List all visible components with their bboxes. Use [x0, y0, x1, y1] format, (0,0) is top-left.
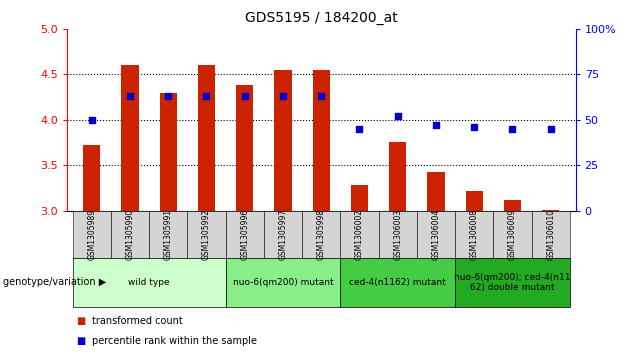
Text: nuo-6(qm200) mutant: nuo-6(qm200) mutant: [233, 278, 333, 287]
Text: GSM1305992: GSM1305992: [202, 209, 211, 260]
Text: transformed count: transformed count: [92, 316, 183, 326]
Point: [86, 117, 97, 123]
Text: ■: ■: [76, 336, 86, 346]
Bar: [351, 185, 368, 211]
Text: GSM1306003: GSM1306003: [393, 208, 402, 260]
Text: wild type: wild type: [128, 278, 170, 287]
Text: GSM1305998: GSM1305998: [317, 209, 326, 260]
Bar: [236, 85, 253, 211]
Point: [469, 124, 480, 130]
Text: GSM1305997: GSM1305997: [279, 208, 287, 260]
Bar: [427, 171, 445, 211]
Text: GSM1305989: GSM1305989: [87, 209, 96, 260]
Text: percentile rank within the sample: percentile rank within the sample: [92, 336, 257, 346]
Point: [240, 93, 250, 99]
Bar: [274, 70, 291, 211]
Point: [508, 126, 518, 132]
Point: [546, 126, 556, 132]
Bar: [466, 191, 483, 211]
Point: [354, 126, 364, 132]
Point: [316, 93, 326, 99]
Text: ced-4(n1162) mutant: ced-4(n1162) mutant: [349, 278, 446, 287]
Bar: [542, 210, 559, 211]
Text: GSM1305996: GSM1305996: [240, 208, 249, 260]
Bar: [389, 142, 406, 211]
Bar: [160, 93, 177, 211]
Point: [392, 113, 403, 119]
Bar: [198, 65, 215, 211]
Point: [125, 93, 135, 99]
Point: [278, 93, 288, 99]
Bar: [83, 145, 100, 211]
Text: GSM1306009: GSM1306009: [508, 208, 517, 260]
Text: GSM1306004: GSM1306004: [431, 208, 441, 260]
Bar: [504, 200, 521, 211]
Text: GSM1306010: GSM1306010: [546, 209, 555, 260]
Point: [431, 122, 441, 128]
Bar: [121, 65, 139, 211]
Text: ■: ■: [76, 316, 86, 326]
Point: [202, 93, 212, 99]
Text: GSM1305990: GSM1305990: [125, 208, 134, 260]
Text: GSM1305991: GSM1305991: [163, 209, 172, 260]
Text: GSM1306002: GSM1306002: [355, 209, 364, 260]
Title: GDS5195 / 184200_at: GDS5195 / 184200_at: [245, 11, 398, 25]
Bar: [312, 70, 330, 211]
Text: nuo-6(qm200); ced-4(n11
62) double mutant: nuo-6(qm200); ced-4(n11 62) double mutan…: [454, 273, 570, 292]
Point: [163, 93, 173, 99]
Text: genotype/variation ▶: genotype/variation ▶: [3, 277, 106, 287]
Text: GSM1306008: GSM1306008: [470, 209, 479, 260]
